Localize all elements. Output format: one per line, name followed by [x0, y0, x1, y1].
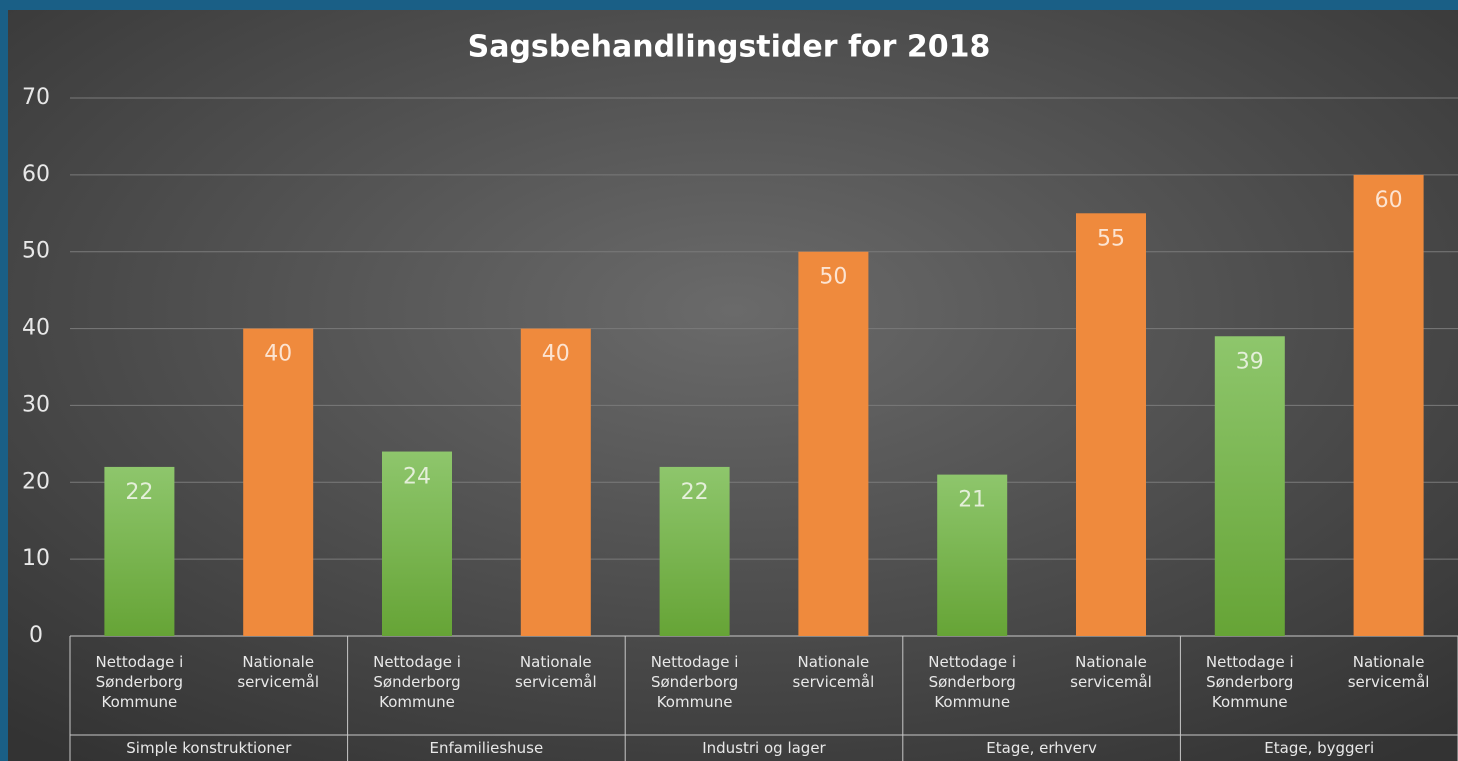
bar: [520, 328, 591, 636]
x-tick-label: Nettodage i Sønderborg Kommune: [95, 653, 184, 711]
x-group-label: Etage, erhverv: [986, 739, 1097, 757]
value-label: 39: [1236, 349, 1264, 374]
x-tick-label: Nationale servicemål: [1070, 653, 1152, 691]
x-tick-label: Nettodage i Sønderborg Kommune: [650, 653, 739, 711]
y-tick-label: 30: [22, 392, 50, 417]
x-tick-label: Nationale servicemål: [514, 653, 597, 691]
y-tick-label: 20: [22, 469, 50, 494]
x-tick-label: Nationale servicemål: [237, 653, 320, 691]
bar: [1353, 174, 1424, 636]
bar: [1076, 213, 1146, 637]
x-tick-label: Nettodage i Sønderborg Kommune: [928, 653, 1017, 711]
value-label: 22: [681, 480, 709, 505]
x-group-label: Simple konstruktioner: [126, 739, 292, 757]
x-group-label: Industri og lager: [702, 739, 826, 757]
value-label: 21: [958, 488, 986, 513]
value-label: 40: [264, 342, 292, 367]
value-label: 60: [1375, 188, 1403, 213]
x-group-label: Enfamilieshuse: [429, 739, 544, 757]
x-group-label: Etage, byggeri: [1264, 739, 1375, 757]
x-tick-label: Nettodage i Sønderborg Kommune: [373, 653, 461, 711]
y-tick-label: 70: [22, 85, 50, 110]
x-tick-label: Nationale servicemål: [1347, 653, 1430, 691]
x-tick-label: Nationale servicemål: [792, 653, 875, 691]
bar: [104, 466, 175, 636]
value-label: 50: [819, 265, 847, 290]
value-label: 22: [125, 480, 153, 505]
value-label: 40: [542, 342, 570, 367]
bar: [243, 328, 314, 636]
y-tick-label: 50: [22, 239, 50, 264]
x-tick-label: Nettodage i Sønderborg Kommune: [1205, 653, 1294, 711]
bar: [382, 451, 452, 636]
chart-title: Sagsbehandlingstider for 2018: [468, 30, 991, 65]
bar: [659, 466, 730, 636]
y-tick-label: 0: [29, 623, 43, 648]
y-tick-label: 40: [22, 316, 50, 341]
bar: [798, 251, 869, 636]
value-label: 24: [403, 465, 431, 490]
value-label: 55: [1097, 226, 1125, 251]
y-tick-label: 10: [22, 546, 50, 571]
bar: [937, 474, 1008, 636]
bar: [1214, 336, 1285, 636]
y-tick-label: 60: [22, 162, 50, 187]
